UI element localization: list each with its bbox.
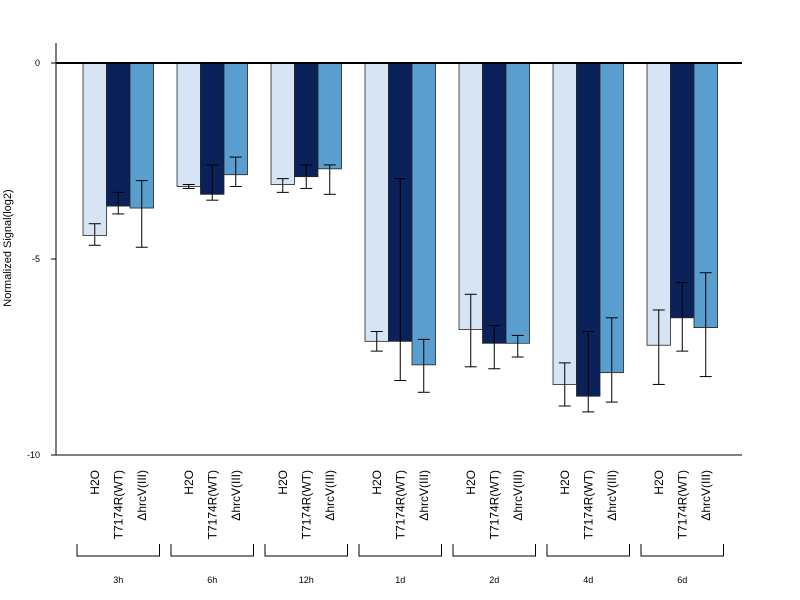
condition-label: ΔhrcV(III) [605, 470, 619, 521]
group-bracket [170, 544, 254, 557]
bar-12h-0 [270, 62, 295, 185]
bar-2d-1 [482, 62, 507, 344]
bar-2d-2 [505, 62, 530, 344]
condition-label: ΔhrcV(III) [417, 470, 431, 521]
bar-6h-0 [176, 62, 201, 187]
condition-label: ΔhrcV(III) [511, 470, 525, 521]
condition-label: T7174R(WT) [675, 470, 689, 539]
condition-label: ΔhrcV(III) [229, 470, 243, 521]
condition-label: ΔhrcV(III) [323, 470, 337, 521]
condition-label: T7174R(WT) [111, 470, 125, 539]
group-label: 3h [113, 575, 123, 585]
bar-4d-0 [552, 62, 577, 385]
bar-6d-0 [646, 62, 671, 346]
condition-label: ΔhrcV(III) [699, 470, 713, 521]
condition-label: T7174R(WT) [393, 470, 407, 539]
bar-3h-1 [106, 62, 131, 207]
bar-6d-1 [670, 62, 695, 319]
condition-label: H2O [558, 470, 572, 495]
condition-label: ΔhrcV(III) [135, 470, 149, 521]
bar-12h-2 [317, 62, 342, 170]
plot-area: 0 -5 -10 H2O T7174R(WT) ΔhrcV(III) 3h H2O T7174R… [27, 43, 742, 585]
bar-12h-1 [294, 62, 319, 178]
condition-label: H2O [370, 470, 384, 495]
y-tick-label: -10 [27, 450, 40, 460]
group-label: 4d [583, 575, 593, 585]
condition-label: H2O [464, 470, 478, 495]
bar-1d-2 [411, 62, 436, 366]
condition-label: T7174R(WT) [299, 470, 313, 539]
condition-label: T7174R(WT) [205, 470, 219, 539]
condition-label: T7174R(WT) [581, 470, 595, 539]
group-label: 6d [677, 575, 687, 585]
bar-2d-0 [458, 62, 483, 330]
y-axis-label: Normalized Signal(log2) [2, 189, 14, 306]
group-label: 12h [299, 575, 314, 585]
group-bracket [546, 544, 630, 557]
group-label: 6h [207, 575, 217, 585]
group-bracket [264, 544, 348, 557]
group-label: 1d [395, 575, 405, 585]
group-bracket [358, 544, 442, 557]
condition-label: H2O [276, 470, 290, 495]
y-tick-label: 0 [35, 58, 40, 68]
condition-label: H2O [88, 470, 102, 495]
condition-label: T7174R(WT) [487, 470, 501, 539]
condition-label: H2O [182, 470, 196, 495]
y-tick-label: -5 [32, 254, 40, 264]
group-bracket [640, 544, 724, 557]
group-bracket [76, 544, 160, 557]
group-label: 2d [489, 575, 499, 585]
group-bracket [452, 544, 536, 557]
bar-3h-0 [82, 62, 107, 236]
bar-1d-0 [364, 62, 389, 342]
condition-label: H2O [652, 470, 666, 495]
